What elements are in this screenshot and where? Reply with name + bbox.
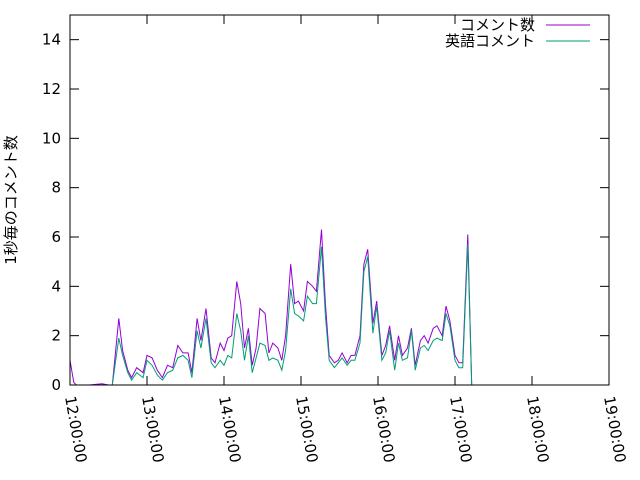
y-tick-label: 4 xyxy=(51,277,61,295)
x-tick-label: 12:00:00 xyxy=(61,395,90,464)
y-tick-label: 2 xyxy=(51,327,61,345)
series-line-2 xyxy=(70,244,473,386)
y-tick-label: 8 xyxy=(51,179,61,197)
y-tick-label: 10 xyxy=(42,129,61,147)
y-tick-label: 0 xyxy=(51,376,61,394)
legend-label-2: 英語コメント xyxy=(445,32,535,50)
chart-marks xyxy=(69,229,473,386)
x-tick-label: 13:00:00 xyxy=(138,395,167,464)
y-tick-label: 6 xyxy=(51,228,61,246)
x-tick-label: 18:00:00 xyxy=(523,395,552,464)
x-tick-label: 16:00:00 xyxy=(369,395,398,464)
x-tick-label: 15:00:00 xyxy=(292,395,321,464)
axis-ticks: 0 2 4 6 8 10 12 14 12:00:00 13:00:00 14:00:00 15:00… xyxy=(42,15,629,464)
y-tick-label: 14 xyxy=(42,31,61,49)
series-line-1 xyxy=(69,229,473,386)
x-tick-label: 17:00:00 xyxy=(446,395,475,464)
y-axis-label: 1秒毎のコメント数 xyxy=(2,135,20,265)
legend-label-1: コメント数 xyxy=(460,16,535,34)
y-tick-label: 12 xyxy=(42,80,61,98)
x-tick-label: 14:00:00 xyxy=(215,395,244,464)
x-tick-label: 19:00:00 xyxy=(600,395,629,464)
plot-frame xyxy=(69,14,610,386)
